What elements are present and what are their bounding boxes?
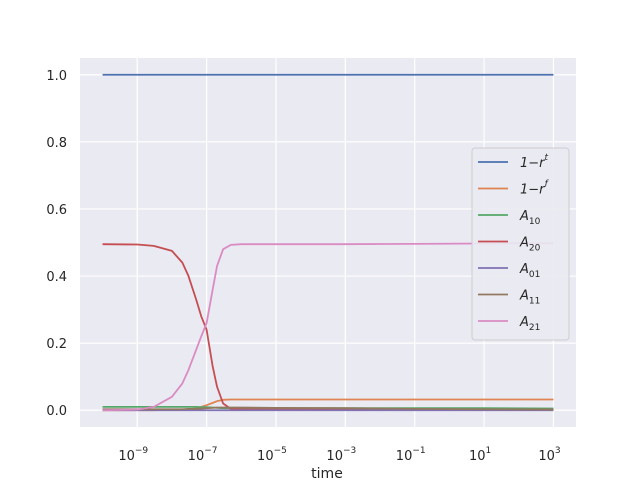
legend-label-subscript: 01 — [529, 270, 540, 280]
y-tick-label: 0.6 — [46, 203, 67, 218]
x-tick-base: 10 — [118, 449, 135, 464]
x-tick-exponent: 1 — [485, 446, 491, 456]
y-tick-label: 0.4 — [46, 270, 67, 285]
x-axis-label: time — [311, 466, 343, 480]
legend-label-superscript: f — [545, 180, 550, 190]
x-tick-base: 10 — [469, 449, 486, 464]
legend-label: 1−rt — [520, 153, 549, 171]
x-tick-base: 10 — [257, 449, 274, 464]
x-tick-base: 10 — [396, 449, 413, 464]
x-tick-label: 101 — [469, 446, 491, 464]
x-tick-exponent: −5 — [274, 446, 287, 456]
legend-label-base: A — [519, 236, 529, 251]
x-tick-base: 10 — [188, 449, 205, 464]
legend-label-base: A — [519, 315, 529, 330]
x-tick-exponent: −1 — [412, 446, 425, 456]
legend-label-base: A — [519, 262, 529, 277]
x-tick-base: 10 — [326, 449, 343, 464]
legend-label-superscript: t — [545, 153, 549, 163]
y-tick-label: 1.0 — [46, 69, 67, 84]
y-tick-label: 0.8 — [46, 136, 67, 151]
legend-label: A11 — [519, 289, 540, 307]
x-tick-base: 10 — [538, 449, 555, 464]
x-tick-exponent: −7 — [204, 446, 217, 456]
x-tick-label: 10−3 — [326, 446, 356, 464]
x-tick-label: 10−7 — [188, 446, 218, 464]
legend-label-subscript: 11 — [529, 297, 540, 307]
legend-label-base: 1−r — [520, 183, 546, 198]
legend-label-subscript: 20 — [529, 244, 541, 254]
series-lines — [102, 73, 554, 412]
x-tick-label: 10−9 — [118, 446, 148, 464]
x-tick-label: 10−5 — [257, 446, 287, 464]
legend-label-subscript: 21 — [529, 323, 540, 333]
legend-label: A20 — [519, 236, 541, 254]
series-line — [102, 406, 554, 411]
x-tick-label: 103 — [538, 446, 560, 464]
legend-label-base: A — [519, 289, 529, 304]
x-tick-label: 10−1 — [396, 446, 426, 464]
legend-label: A21 — [519, 315, 540, 333]
x-tick-exponent: −9 — [135, 446, 149, 456]
series-line — [102, 242, 554, 412]
legend-label: A10 — [519, 209, 541, 227]
legend-label: 1−rf — [520, 180, 550, 198]
legend-box — [471, 147, 570, 341]
y-tick-label: 0.0 — [46, 404, 67, 419]
legend-label-subscript: 10 — [529, 217, 541, 227]
legend-label-base: A — [519, 209, 529, 224]
tick-labels: 10−9 10−7 10−5 10−3 10−1 101 1030.00.20.40.60.… — [46, 69, 560, 464]
x-tick-exponent: −3 — [343, 446, 356, 456]
x-tick-exponent: 3 — [555, 446, 561, 456]
y-tick-label: 0.2 — [46, 337, 67, 352]
legend-label-base: 1−r — [520, 156, 546, 171]
legend-label: A01 — [519, 262, 540, 280]
